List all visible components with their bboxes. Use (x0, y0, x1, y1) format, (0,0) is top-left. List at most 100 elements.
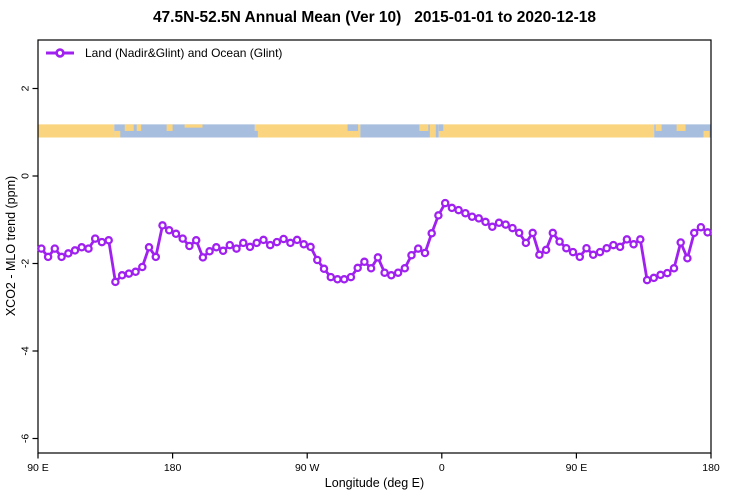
land-band-segment (38, 124, 115, 138)
data-point-marker (521, 238, 531, 248)
data-point-marker (689, 228, 699, 238)
data-point-marker (117, 271, 127, 280)
data-point-marker (528, 228, 537, 238)
data-point-marker (454, 205, 463, 215)
data-point-marker (575, 252, 585, 262)
data-point-marker (77, 243, 86, 252)
data-point-marker (205, 247, 214, 256)
data-point-marker (400, 264, 410, 273)
data-point-marker (90, 234, 100, 243)
coastline-detail (347, 124, 359, 131)
data-point-marker (636, 235, 645, 244)
data-point-marker (239, 238, 248, 248)
data-point-marker (393, 268, 403, 277)
data-point-marker (649, 273, 659, 283)
data-point-marker (84, 244, 93, 253)
data-point-marker (360, 257, 369, 267)
data-point-marker (683, 254, 692, 263)
data-point-marker (494, 218, 504, 228)
data-point-marker (225, 240, 235, 250)
data-point-marker (420, 248, 430, 258)
data-point-marker (535, 250, 544, 260)
y-tick-label: -2 (20, 259, 32, 268)
data-point-marker (178, 234, 187, 243)
coastline-detail (251, 130, 258, 138)
data-point-marker (319, 264, 329, 274)
land-band-segment (438, 124, 655, 138)
data-point-marker (212, 243, 221, 252)
coastline-detail (703, 130, 710, 138)
coastline-detail (429, 124, 436, 138)
data-point-marker (292, 235, 302, 245)
data-point-marker (144, 243, 154, 252)
data-point-marker (380, 268, 389, 277)
data-point-marker (313, 255, 322, 265)
data-point-marker (676, 238, 685, 247)
x-tick-label: 180 (164, 462, 182, 474)
data-point-marker (43, 252, 53, 262)
data-point-marker (696, 222, 706, 232)
data-point-marker (413, 244, 423, 253)
data-point-marker (50, 244, 60, 253)
data-point-marker (541, 245, 551, 255)
data-point-marker (481, 217, 490, 227)
data-point-marker (265, 240, 275, 250)
x-tick-label: 90 W (295, 462, 320, 474)
data-point-marker (279, 234, 288, 244)
data-point-marker (104, 236, 113, 245)
data-point-marker (656, 270, 665, 280)
data-point-marker (306, 242, 315, 252)
y-tick-label: -4 (20, 346, 32, 355)
data-point-marker (111, 277, 120, 287)
data-point-marker (588, 250, 598, 260)
data-point-marker (333, 275, 342, 284)
coastline-detail (419, 124, 429, 131)
coastline-detail (124, 124, 134, 131)
data-point-marker (609, 240, 618, 250)
data-point-marker (615, 242, 625, 252)
data-point-marker (467, 212, 477, 221)
data-point-marker (514, 228, 524, 238)
data-point-marker (70, 246, 80, 255)
data-point-marker (232, 244, 241, 253)
data-point-marker (151, 252, 161, 262)
y-tick-label: 2 (20, 85, 32, 91)
data-point-marker (346, 272, 356, 282)
coastline-detail (184, 124, 203, 128)
data-point-marker (663, 268, 672, 278)
data-point-marker (434, 211, 443, 220)
data-point-marker (326, 272, 336, 282)
data-point-marker (562, 243, 571, 253)
ocean-band-segment (114, 124, 255, 138)
data-point-marker (602, 243, 611, 253)
legend-label: Land (Nadir&Glint) and Ocean (Glint) (85, 46, 283, 60)
data-point-marker (568, 247, 578, 257)
data-point-marker (164, 226, 174, 235)
data-point-marker (158, 221, 167, 230)
data-point-marker (461, 208, 470, 218)
data-point-marker (57, 252, 66, 262)
data-point-marker (353, 263, 362, 273)
coastline-detail (166, 124, 173, 131)
x-tick-label: 0 (439, 462, 445, 474)
data-point-marker (642, 275, 652, 285)
data-point-marker (198, 253, 208, 262)
data-point-marker (669, 264, 679, 273)
data-point-marker (252, 238, 261, 248)
data-point-marker (548, 228, 558, 238)
coastline-detail (438, 124, 444, 131)
data-point-marker (508, 223, 517, 233)
data-point-marker (272, 237, 282, 247)
data-point-marker (218, 246, 228, 256)
data-point-marker (447, 203, 457, 213)
x-tick-label: 90 E (27, 462, 49, 474)
x-axis-title: Longitude (deg E) (324, 476, 425, 490)
x-tick-label: 180 (702, 462, 720, 474)
data-point-marker (407, 250, 416, 260)
data-point-marker (185, 241, 194, 251)
data-point-marker (138, 262, 147, 272)
data-point-marker (339, 275, 349, 284)
ocean-band-segment (360, 124, 439, 138)
data-point-marker (703, 228, 712, 237)
